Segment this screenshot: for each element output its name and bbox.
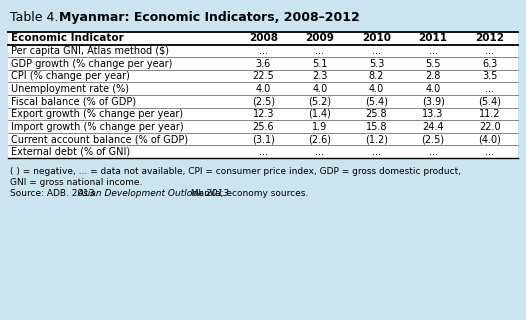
Text: ...: ...	[485, 147, 494, 157]
Text: (2.5): (2.5)	[252, 96, 275, 106]
Text: 12.3: 12.3	[252, 109, 274, 119]
Text: 22.0: 22.0	[479, 122, 501, 132]
Text: 3.6: 3.6	[256, 59, 271, 68]
Text: 2.8: 2.8	[426, 71, 441, 81]
Text: 2010: 2010	[362, 33, 391, 43]
Text: 4.0: 4.0	[312, 84, 328, 94]
Text: 25.8: 25.8	[366, 109, 387, 119]
Text: ( ) = negative, ... = data not available, CPI = consumer price index, GDP = gros: ( ) = negative, ... = data not available…	[10, 167, 461, 176]
Text: ...: ...	[316, 147, 325, 157]
Text: (4.0): (4.0)	[478, 134, 501, 144]
Text: (1.2): (1.2)	[365, 134, 388, 144]
Text: 8.2: 8.2	[369, 71, 384, 81]
Text: 5.5: 5.5	[426, 59, 441, 68]
Text: 4.0: 4.0	[426, 84, 441, 94]
Text: Unemployment rate (%): Unemployment rate (%)	[11, 84, 129, 94]
Text: 2011: 2011	[419, 33, 448, 43]
Text: 24.4: 24.4	[422, 122, 444, 132]
Text: ...: ...	[429, 147, 438, 157]
Text: Fiscal balance (% of GDP): Fiscal balance (% of GDP)	[11, 96, 136, 106]
Text: ...: ...	[259, 46, 268, 56]
Text: Myanmar: Economic Indicators, 2008–2012: Myanmar: Economic Indicators, 2008–2012	[59, 11, 360, 24]
Text: 2009: 2009	[306, 33, 335, 43]
Text: 6.3: 6.3	[482, 59, 497, 68]
Text: ...: ...	[485, 46, 494, 56]
Text: 2008: 2008	[249, 33, 278, 43]
Text: External debt (% of GNI): External debt (% of GNI)	[11, 147, 130, 157]
Text: 3.5: 3.5	[482, 71, 498, 81]
Text: 25.6: 25.6	[252, 122, 274, 132]
Text: GNI = gross national income.: GNI = gross national income.	[10, 178, 143, 187]
Text: Per capita GNI, Atlas method ($): Per capita GNI, Atlas method ($)	[11, 46, 169, 56]
Text: 5.3: 5.3	[369, 59, 384, 68]
Bar	[8, 32, 518, 158]
Text: 15.8: 15.8	[366, 122, 387, 132]
Text: ...: ...	[372, 46, 381, 56]
Text: ...: ...	[429, 46, 438, 56]
Text: ...: ...	[259, 147, 268, 157]
Text: (2.5): (2.5)	[421, 134, 444, 144]
Text: Export growth (% change per year): Export growth (% change per year)	[11, 109, 183, 119]
Text: Manila; economy sources.: Manila; economy sources.	[187, 189, 308, 198]
Text: 5.1: 5.1	[312, 59, 328, 68]
Text: Economic Indicator: Economic Indicator	[11, 33, 124, 43]
Text: Source: ADB. 2013.: Source: ADB. 2013.	[10, 189, 100, 198]
Text: 1.9: 1.9	[312, 122, 328, 132]
Text: Current account balance (% of GDP): Current account balance (% of GDP)	[11, 134, 188, 144]
Text: ...: ...	[316, 46, 325, 56]
Text: CPI (% change per year): CPI (% change per year)	[11, 71, 130, 81]
Text: (3.1): (3.1)	[252, 134, 275, 144]
Text: (5.4): (5.4)	[365, 96, 388, 106]
Text: 13.3: 13.3	[422, 109, 444, 119]
Text: 2012: 2012	[475, 33, 504, 43]
Text: 22.5: 22.5	[252, 71, 274, 81]
Text: 4.0: 4.0	[256, 84, 271, 94]
Text: ...: ...	[485, 84, 494, 94]
Text: 11.2: 11.2	[479, 109, 500, 119]
Text: GDP growth (% change per year): GDP growth (% change per year)	[11, 59, 173, 68]
Text: (2.6): (2.6)	[308, 134, 331, 144]
Text: Table 4.: Table 4.	[10, 11, 66, 24]
Text: ...: ...	[372, 147, 381, 157]
Bar	[0, 3, 526, 32]
Text: (1.4): (1.4)	[308, 109, 331, 119]
Text: 4.0: 4.0	[369, 84, 384, 94]
Text: (5.4): (5.4)	[478, 96, 501, 106]
Text: Import growth (% change per year): Import growth (% change per year)	[11, 122, 184, 132]
Text: (5.2): (5.2)	[308, 96, 331, 106]
Text: (3.9): (3.9)	[422, 96, 444, 106]
Text: Asian Development Outlook 2013.: Asian Development Outlook 2013.	[77, 189, 232, 198]
Text: 2.3: 2.3	[312, 71, 328, 81]
